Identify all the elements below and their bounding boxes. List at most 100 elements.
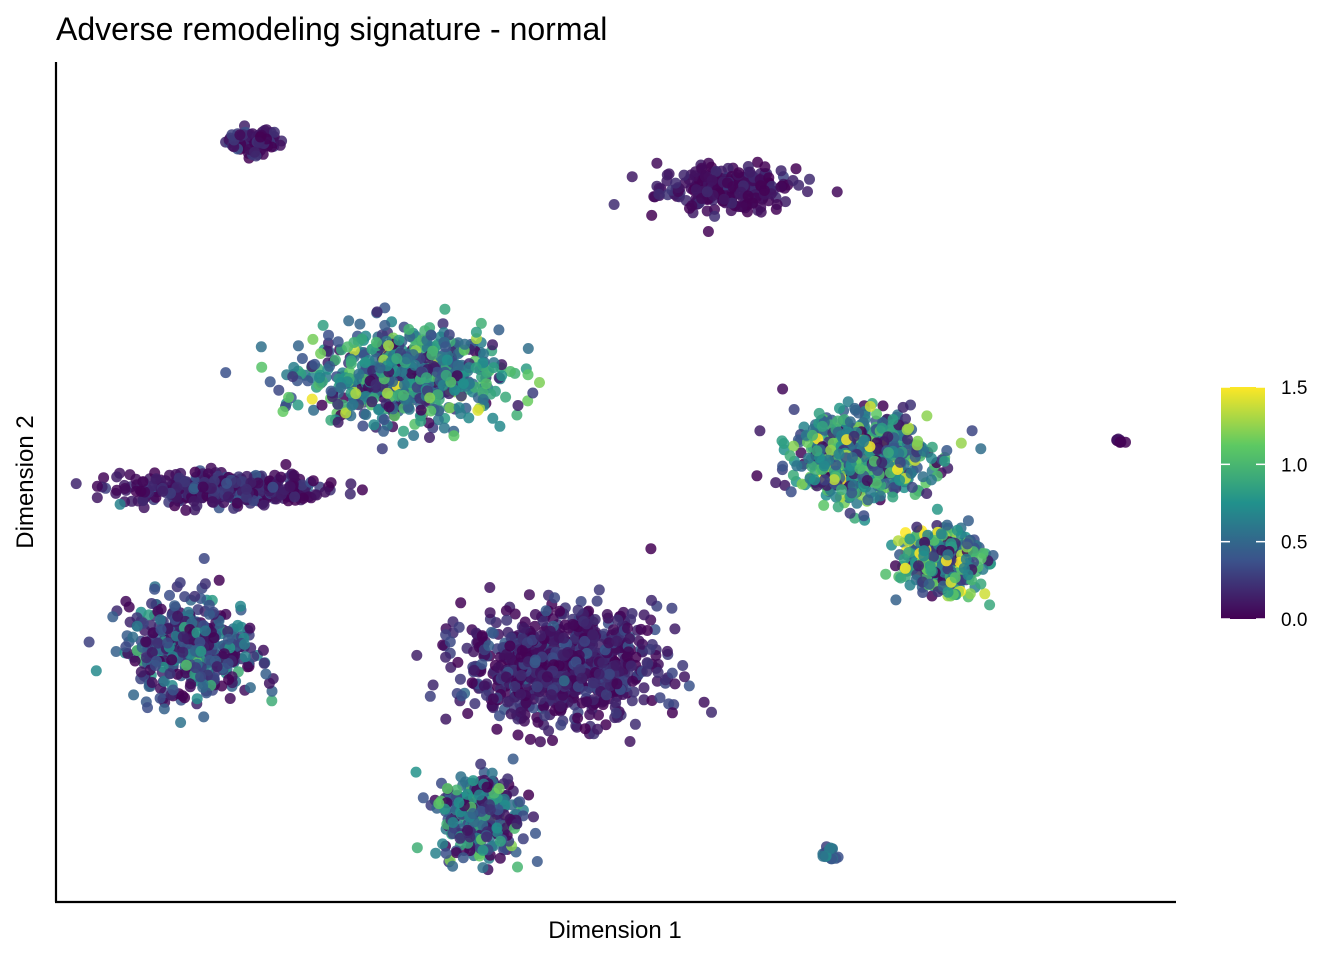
data-point [777, 383, 789, 395]
data-point [424, 392, 436, 404]
data-point [255, 341, 267, 353]
data-point [191, 693, 203, 705]
data-point [949, 572, 961, 584]
data-point [624, 736, 636, 747]
data-point [267, 481, 279, 493]
data-point [433, 798, 445, 810]
data-point [913, 560, 924, 572]
data-point [861, 475, 873, 486]
data-point [819, 474, 830, 486]
data-point [129, 655, 141, 667]
data-point [491, 822, 503, 834]
data-point [611, 635, 623, 647]
data-point [345, 355, 357, 367]
data-point [952, 524, 963, 536]
data-point [622, 622, 633, 634]
data-point [180, 504, 192, 516]
data-point [851, 497, 863, 509]
data-point [511, 818, 523, 830]
data-point [387, 376, 399, 388]
data-point [575, 596, 587, 607]
data-point [177, 646, 189, 658]
data-point [763, 172, 775, 184]
data-point [603, 668, 615, 680]
data-point [625, 660, 637, 672]
data-point [438, 422, 450, 434]
data-point [844, 416, 856, 428]
data-point [440, 713, 452, 725]
data-point [231, 497, 243, 509]
data-point [785, 486, 797, 498]
data-point [592, 723, 603, 735]
data-point [496, 370, 508, 382]
colorbar [1221, 387, 1265, 619]
data-point [833, 448, 845, 460]
data-point [652, 667, 664, 678]
data-point [396, 366, 408, 377]
data-point [383, 401, 395, 413]
data-point [373, 404, 385, 416]
data-point [875, 490, 886, 502]
data-point [686, 200, 698, 212]
data-point [610, 659, 622, 671]
data-point [477, 393, 489, 405]
data-point [239, 651, 251, 663]
data-point [260, 668, 272, 680]
data-point [454, 673, 466, 685]
data-point [710, 165, 722, 177]
data-point [846, 452, 858, 463]
data-point [660, 674, 671, 686]
data-point [818, 499, 830, 511]
data-point [462, 708, 474, 719]
data-point [511, 409, 523, 421]
data-point [397, 389, 409, 401]
data-point [635, 623, 647, 635]
data-point [371, 306, 383, 318]
data-point [690, 184, 702, 196]
data-point [357, 420, 369, 432]
data-point [902, 433, 913, 445]
data-point [696, 162, 708, 174]
data-point [447, 817, 459, 828]
data-point [544, 625, 556, 637]
data-point [91, 492, 103, 504]
data-point [280, 459, 292, 470]
data-point [223, 674, 235, 686]
data-point [897, 401, 909, 413]
data-point [158, 703, 170, 715]
data-point [376, 443, 388, 455]
data-point [264, 376, 276, 388]
data-point [283, 391, 295, 403]
data-point [919, 536, 931, 548]
data-point [926, 441, 938, 453]
data-point [505, 632, 517, 644]
data-point [960, 553, 972, 565]
data-point [277, 406, 289, 417]
data-point [203, 608, 215, 620]
data-point [558, 632, 570, 644]
data-point [791, 460, 803, 472]
data-point [638, 682, 650, 694]
data-point [441, 354, 453, 366]
data-point [179, 591, 191, 603]
data-point [887, 414, 899, 425]
data-point [83, 636, 95, 648]
data-point [189, 504, 201, 516]
data-point [887, 491, 899, 503]
data-point [572, 712, 584, 724]
data-point [146, 677, 158, 688]
data-point [230, 477, 242, 488]
data-point [477, 862, 489, 874]
data-point [288, 469, 300, 481]
data-point [646, 209, 658, 221]
data-point [451, 784, 463, 796]
data-point [515, 706, 527, 718]
data-point [809, 474, 820, 486]
data-point [432, 414, 444, 426]
data-point [487, 412, 499, 424]
data-point [174, 577, 186, 589]
data-point [208, 632, 220, 644]
data-point [268, 126, 280, 138]
data-point [514, 796, 526, 808]
data-point [571, 721, 583, 733]
